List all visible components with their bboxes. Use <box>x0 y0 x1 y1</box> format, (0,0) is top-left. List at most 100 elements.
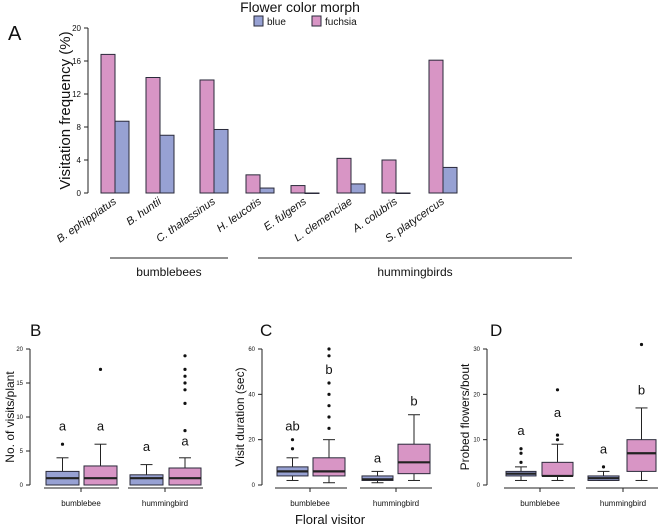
bar-fuchsia <box>199 79 215 194</box>
bar-blue <box>395 192 411 194</box>
y-tick-label-a: 8 <box>77 123 82 132</box>
outlier-point <box>327 354 331 358</box>
x-tick-label-c: hummingbird <box>373 499 419 508</box>
bar-blue <box>213 128 229 194</box>
x-tick-label-b: bumblebee <box>61 499 101 508</box>
legend-title: Flower color morph <box>240 0 360 15</box>
bar-fuchsia <box>381 159 397 194</box>
box-blue <box>129 474 164 486</box>
y-tick-label-b: 15 <box>16 381 23 387</box>
legend-swatch-fuchsia <box>311 15 322 27</box>
significance-letter: a <box>600 441 608 456</box>
x-tick-label-a: H. leucotis <box>215 195 264 235</box>
outlier-point <box>327 381 331 385</box>
legend-swatch-blue <box>253 15 264 27</box>
panel-label-b: B <box>30 321 41 340</box>
outlier-point <box>327 404 331 408</box>
y-axis-title-d: Probed flowers/bout <box>458 363 472 470</box>
y-tick-label-c: 0 <box>252 483 256 489</box>
significance-letter: a <box>143 439 151 454</box>
y-tick-label-b: 10 <box>16 415 23 421</box>
legend-label-blue: blue <box>267 17 286 28</box>
outlier-point <box>519 447 523 451</box>
box-blue <box>361 475 394 481</box>
group-label-bumblebees: bumblebees <box>136 265 201 279</box>
outlier-point <box>183 381 187 385</box>
bar-fuchsia <box>428 59 444 194</box>
significance-letter: a <box>374 450 382 465</box>
outlier-point <box>555 433 560 437</box>
panel-label-a: A <box>8 23 22 45</box>
bar-blue <box>442 166 458 194</box>
bar-blue <box>304 192 320 194</box>
outlier-point <box>327 392 331 396</box>
bar-fuchsia <box>245 174 261 194</box>
x-tick-label-d: hummingbird <box>600 499 646 508</box>
y-tick-label-b: 5 <box>20 449 24 455</box>
outlier-point <box>183 401 187 405</box>
y-tick-label-a: 0 <box>77 189 82 198</box>
box-fuchsia <box>168 467 202 486</box>
x-tick-label-b: hummingbird <box>142 499 188 508</box>
outlier-point <box>519 451 523 455</box>
outlier-point <box>327 415 331 419</box>
outlier-point <box>327 426 331 430</box>
y-tick-label-b: 0 <box>20 483 24 489</box>
box-fuchsia <box>312 457 346 477</box>
box-fuchsia <box>397 443 431 475</box>
y-axis-title-c: Visit duration (sec) <box>233 367 247 466</box>
significance-letter: b <box>325 362 332 377</box>
y-tick-label-c: 20 <box>248 438 255 444</box>
outlier-point <box>183 374 187 378</box>
x-tick-label-a: C. thalassinus <box>154 195 218 245</box>
box-fuchsia <box>83 465 118 486</box>
outlier-point <box>98 367 103 371</box>
outlier-point <box>290 447 295 451</box>
panel-label-c: C <box>260 321 272 340</box>
outlier-point <box>183 388 187 392</box>
bar-blue <box>259 187 275 194</box>
bar-fuchsia <box>145 77 161 194</box>
x-tick-label-d: bumblebee <box>520 499 560 508</box>
y-tick-label-d: 0 <box>477 483 481 489</box>
bar-fuchsia <box>100 53 116 194</box>
significance-letter: a <box>181 434 189 449</box>
significance-letter: a <box>554 405 562 420</box>
box-fuchsia <box>626 439 657 472</box>
outlier-point <box>327 347 331 351</box>
significance-letter: b <box>638 382 645 397</box>
x-tick-label-a: B. ephippiatus <box>55 195 119 245</box>
outlier-point <box>60 442 65 446</box>
panel-label-d: D <box>490 321 502 340</box>
bar-blue <box>350 183 366 194</box>
y-tick-label-c: 60 <box>248 347 255 353</box>
significance-letter: a <box>97 419 105 434</box>
y-tick-label-d: 20 <box>473 392 480 398</box>
group-label-hummingbirds: hummingbirds <box>377 265 452 279</box>
legend-label-fuchsia: fuchsia <box>325 17 357 28</box>
y-tick-label-a: 16 <box>72 57 81 66</box>
bar-blue <box>159 134 175 194</box>
significance-letter: b <box>410 394 417 409</box>
outlier-point <box>519 460 523 464</box>
outlier-point <box>639 342 644 347</box>
outlier-point <box>601 465 606 469</box>
outlier-point <box>183 354 187 358</box>
y-tick-label-b: 20 <box>16 347 23 353</box>
significance-letter: ab <box>285 419 299 434</box>
y-axis-title-b: No. of visits/plant <box>3 371 17 463</box>
outlier-point <box>555 388 560 392</box>
bar-fuchsia <box>290 185 306 194</box>
y-tick-label-a: 12 <box>72 90 81 99</box>
y-tick-label-d: 30 <box>473 347 480 353</box>
y-tick-label-d: 10 <box>473 438 480 444</box>
x-tick-label-a: B. huntii <box>124 195 164 228</box>
outlier-point <box>555 438 560 442</box>
y-tick-label-c: 40 <box>248 392 255 398</box>
x-tick-label-c: bumblebee <box>290 499 330 508</box>
shared-x-axis-title: Floral visitor <box>295 512 366 527</box>
bar-blue <box>114 120 130 194</box>
outlier-point <box>183 429 187 433</box>
y-tick-label-a: 4 <box>77 156 82 165</box>
outlier-point <box>183 367 187 371</box>
